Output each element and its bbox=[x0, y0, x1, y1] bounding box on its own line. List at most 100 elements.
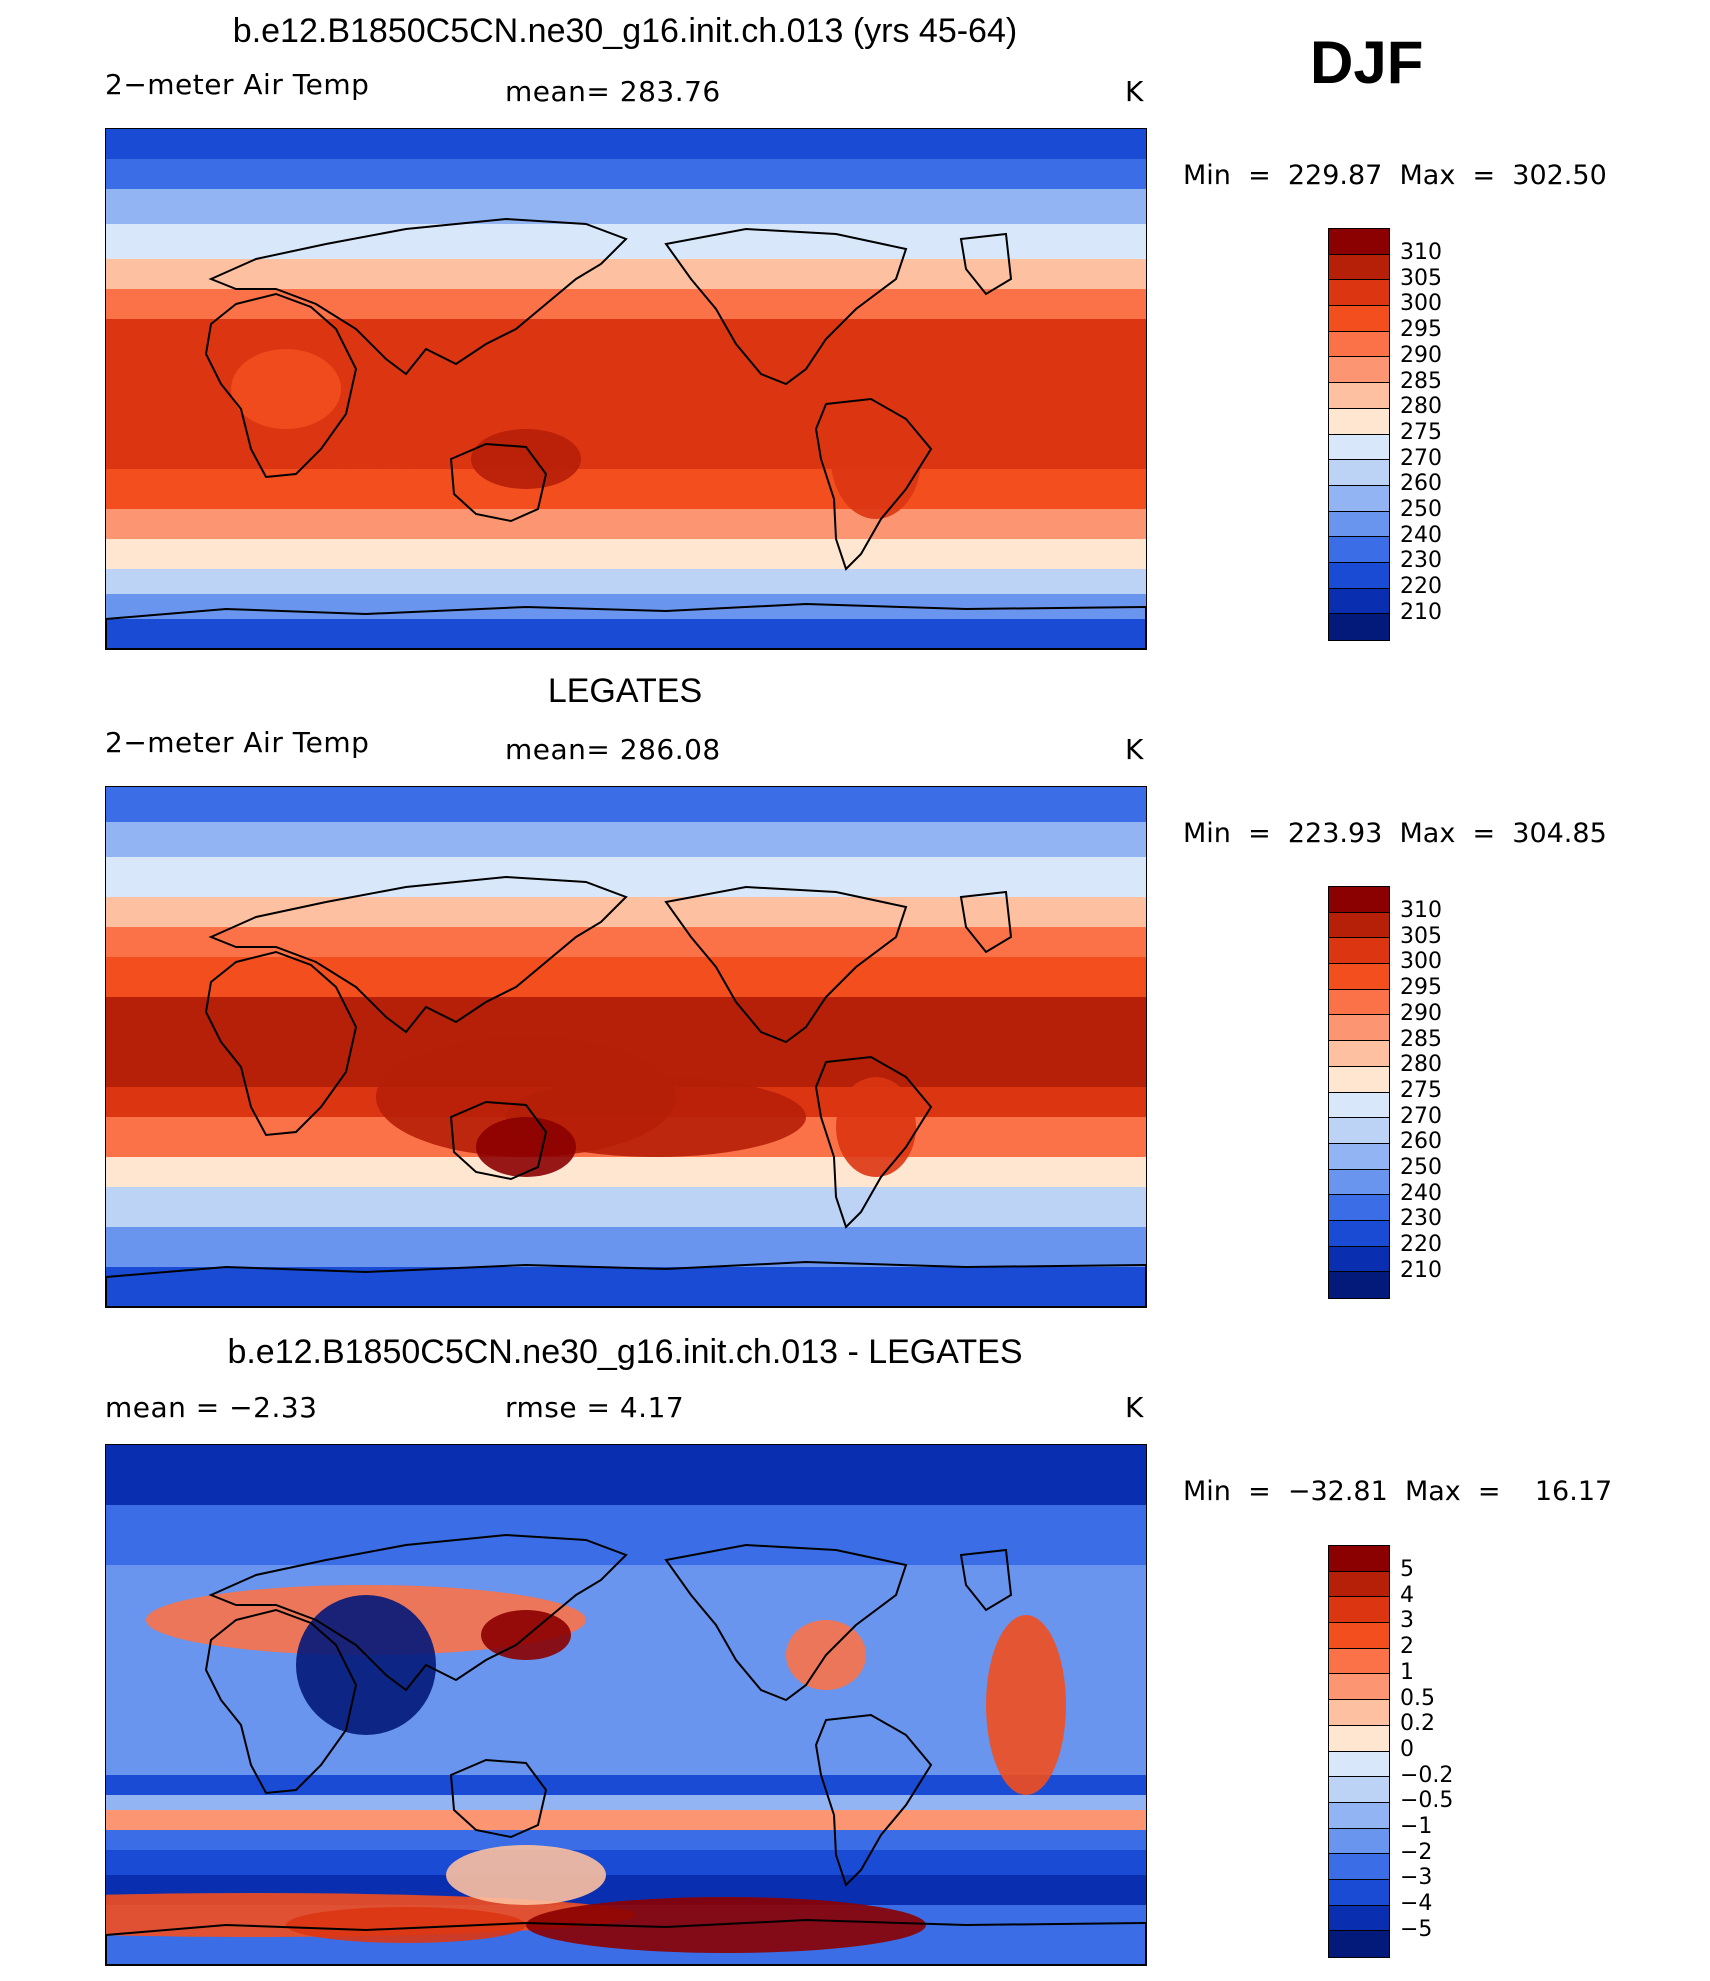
panel-1-title: b.e12.B1850C5CN.ne30_g16.init.ch.013 (yr… bbox=[232, 12, 1018, 50]
colorbar-tick-label: 305 bbox=[1400, 265, 1442, 291]
contour-band bbox=[106, 159, 1146, 189]
colorbar-swatch bbox=[1329, 1751, 1389, 1778]
contour-band bbox=[106, 897, 1146, 927]
contour-band bbox=[106, 469, 1146, 509]
colorbar-swatch bbox=[1329, 1066, 1389, 1093]
panel-1-map bbox=[105, 128, 1147, 650]
colorbar-swatch bbox=[1329, 1623, 1389, 1649]
colorbar-swatch bbox=[1329, 1879, 1389, 1906]
colorbar-tick-label: −2 bbox=[1400, 1839, 1433, 1865]
panel-3-units: K bbox=[1125, 1391, 1144, 1424]
panel-3-rmse-label: rmse = 4.17 bbox=[505, 1391, 685, 1424]
contour-region bbox=[986, 1615, 1066, 1795]
panel-2-colorbar bbox=[1328, 886, 1390, 1299]
colorbar-tick-label: 275 bbox=[1400, 419, 1442, 445]
colorbar-swatch bbox=[1329, 1272, 1389, 1298]
colorbar-tick-label: 300 bbox=[1400, 949, 1442, 975]
colorbar-swatch bbox=[1329, 408, 1389, 435]
colorbar-swatch bbox=[1329, 614, 1389, 640]
coastline bbox=[106, 1918, 1146, 1965]
coastline bbox=[814, 1055, 933, 1229]
colorbar-swatch bbox=[1329, 1777, 1389, 1803]
coastline bbox=[664, 227, 908, 386]
panel-3-mean-label: mean = −2.33 bbox=[105, 1391, 318, 1424]
colorbar-swatch bbox=[1329, 912, 1389, 939]
colorbar-tick-label: 3 bbox=[1400, 1608, 1414, 1634]
colorbar-tick-label: 0.2 bbox=[1400, 1711, 1435, 1737]
coastline bbox=[449, 1758, 548, 1839]
contour-region bbox=[831, 399, 921, 519]
colorbar-swatch bbox=[1329, 1931, 1389, 1957]
panel-1-minmax: Min = 229.87 Max = 302.50 bbox=[1183, 160, 1607, 191]
colorbar-swatch bbox=[1329, 1195, 1389, 1221]
colorbar-tick-label: 295 bbox=[1400, 975, 1442, 1001]
colorbar-tick-label: 260 bbox=[1400, 1129, 1442, 1155]
contour-region bbox=[296, 389, 456, 469]
colorbar-swatch bbox=[1329, 989, 1389, 1016]
colorbar-tick-label: 290 bbox=[1400, 1000, 1442, 1026]
panel-2-minmax: Min = 223.93 Max = 304.85 bbox=[1183, 818, 1607, 849]
colorbar-swatch bbox=[1329, 1597, 1389, 1624]
colorbar-tick-label: 270 bbox=[1400, 445, 1442, 471]
contour-band bbox=[106, 619, 1146, 649]
colorbar-tick-label: 300 bbox=[1400, 291, 1442, 317]
colorbar-tick-label: 250 bbox=[1400, 497, 1442, 523]
contour-band bbox=[106, 594, 1146, 619]
coastline bbox=[204, 292, 358, 479]
season-label: DJF bbox=[1310, 29, 1424, 96]
colorbar-swatch bbox=[1329, 1725, 1389, 1752]
colorbar-tick-label: 220 bbox=[1400, 1232, 1442, 1258]
colorbar-tick-label: 285 bbox=[1400, 368, 1442, 394]
colorbar-tick-label: 230 bbox=[1400, 1206, 1442, 1232]
colorbar-swatch bbox=[1329, 1220, 1389, 1247]
coastline bbox=[664, 885, 908, 1044]
contour-band bbox=[106, 129, 1146, 159]
colorbar-swatch bbox=[1329, 1143, 1389, 1170]
colorbar-tick-label: −4 bbox=[1400, 1891, 1433, 1917]
colorbar-swatch bbox=[1329, 460, 1389, 486]
colorbar-swatch bbox=[1329, 1546, 1389, 1572]
contour-band bbox=[106, 787, 1146, 822]
coastline bbox=[208, 217, 628, 376]
panel-1-colorbar bbox=[1328, 228, 1390, 641]
colorbar-swatch bbox=[1329, 1828, 1389, 1855]
colorbar-swatch bbox=[1329, 306, 1389, 332]
colorbar-tick-label: 250 bbox=[1400, 1155, 1442, 1181]
colorbar-tick-label: 240 bbox=[1400, 1180, 1442, 1206]
coastline bbox=[959, 1548, 1013, 1612]
colorbar-swatch bbox=[1329, 1854, 1389, 1880]
colorbar-tick-label: 4 bbox=[1400, 1582, 1414, 1608]
colorbar-swatch bbox=[1329, 383, 1389, 409]
contour-band bbox=[106, 1157, 1146, 1187]
colorbar-tick-label: 260 bbox=[1400, 471, 1442, 497]
colorbar-tick-label: 290 bbox=[1400, 342, 1442, 368]
coastline bbox=[664, 1543, 908, 1702]
contour-band bbox=[106, 957, 1146, 997]
colorbar-tick-label: 2 bbox=[1400, 1634, 1414, 1660]
colorbar-swatch bbox=[1329, 1169, 1389, 1196]
colorbar-swatch bbox=[1329, 1015, 1389, 1042]
colorbar-tick-label: 1 bbox=[1400, 1659, 1414, 1685]
colorbar-swatch bbox=[1329, 537, 1389, 563]
colorbar-swatch bbox=[1329, 588, 1389, 615]
coastline bbox=[959, 890, 1013, 954]
panel-3-colorbar bbox=[1328, 1545, 1390, 1958]
contour-band bbox=[106, 569, 1146, 594]
contour-region bbox=[836, 1077, 916, 1177]
contour-region bbox=[476, 1117, 576, 1177]
colorbar-swatch bbox=[1329, 1246, 1389, 1273]
colorbar-swatch bbox=[1329, 887, 1389, 913]
colorbar-swatch bbox=[1329, 1674, 1389, 1701]
contour-region bbox=[231, 349, 341, 429]
panel-1-variable-label: 2−meter Air Temp bbox=[105, 68, 370, 101]
panel-3-colorbar-labels: 5 4 3 2 1 0.5 0.2 0 −0.2 −0.5 −1 −2 −3 −4 −5 bbox=[1400, 1557, 1453, 1943]
panel-2-units: K bbox=[1125, 733, 1144, 766]
contour-band bbox=[106, 1850, 1146, 1875]
colorbar-swatch bbox=[1329, 964, 1389, 990]
panel-2-mean-label: mean= 286.08 bbox=[505, 733, 721, 766]
contour-band bbox=[106, 927, 1146, 957]
contour-band bbox=[106, 1187, 1146, 1227]
coastline bbox=[208, 1533, 628, 1692]
coastline bbox=[959, 232, 1013, 296]
contour-band bbox=[106, 857, 1146, 897]
